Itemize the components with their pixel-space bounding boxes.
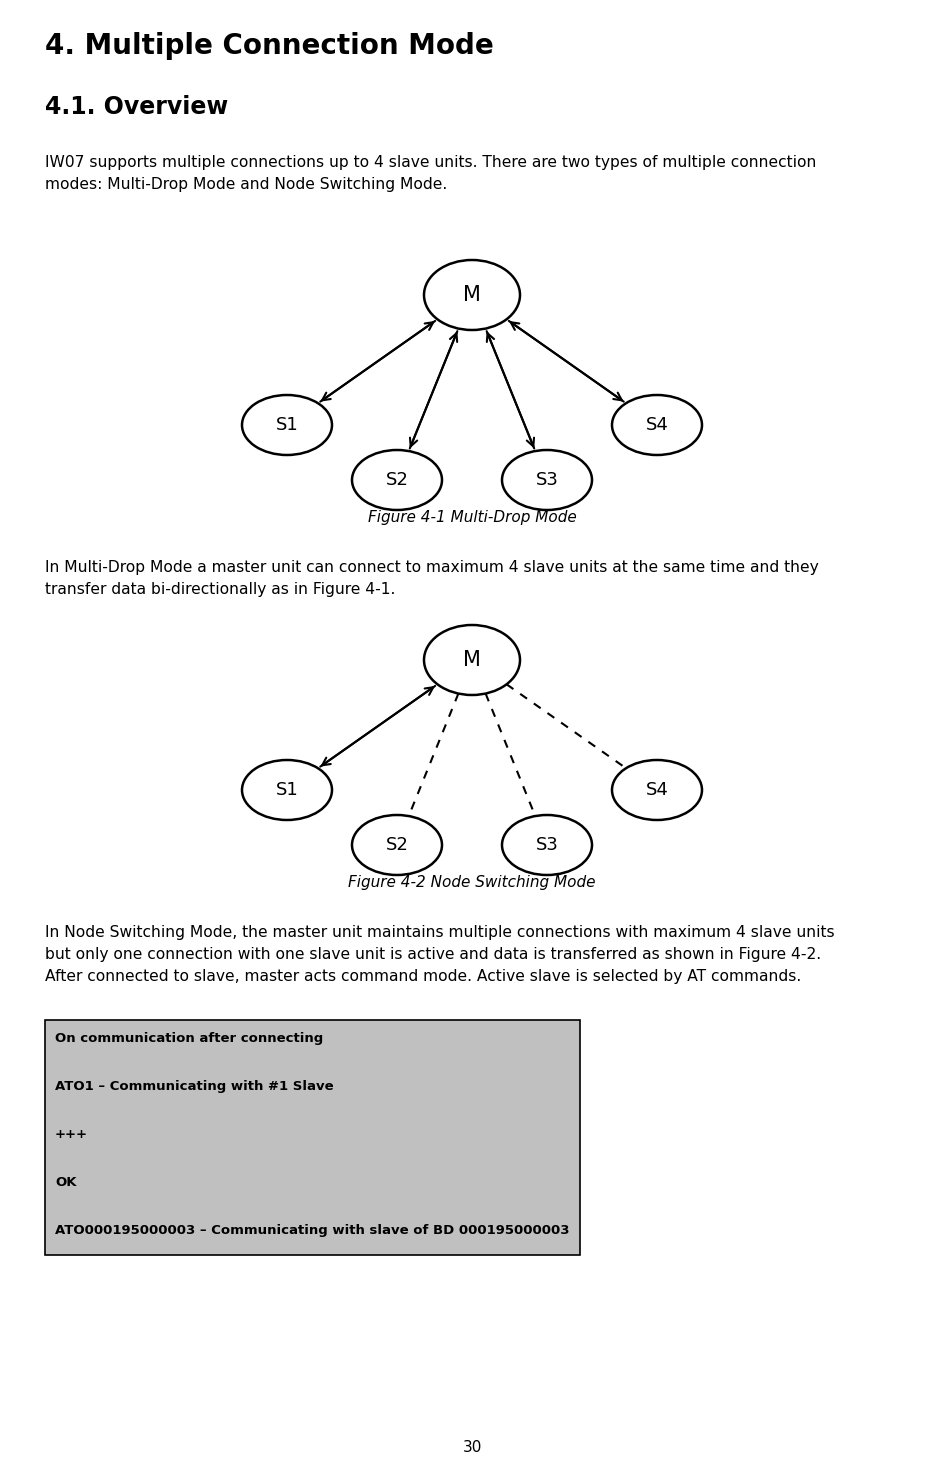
Text: S3: S3 <box>535 836 558 854</box>
Ellipse shape <box>242 760 331 820</box>
Text: In Node Switching Mode, the master unit maintains multiple connections with maxi: In Node Switching Mode, the master unit … <box>45 925 834 940</box>
Text: M: M <box>463 650 480 671</box>
Text: S1: S1 <box>276 416 298 433</box>
Text: IW07 supports multiple connections up to 4 slave units. There are two types of m: IW07 supports multiple connections up to… <box>45 155 816 170</box>
Text: but only one connection with one slave unit is active and data is transferred as: but only one connection with one slave u… <box>45 947 820 962</box>
Text: +++: +++ <box>55 1127 88 1140</box>
Text: ATO1 – Communicating with #1 Slave: ATO1 – Communicating with #1 Slave <box>55 1080 333 1094</box>
Text: OK: OK <box>55 1176 76 1189</box>
Text: After connected to slave, master acts command mode. Active slave is selected by : After connected to slave, master acts co… <box>45 969 801 984</box>
Text: On communication after connecting: On communication after connecting <box>55 1032 323 1045</box>
Ellipse shape <box>351 449 442 509</box>
Text: S2: S2 <box>385 836 408 854</box>
Text: S4: S4 <box>645 780 667 799</box>
Ellipse shape <box>351 815 442 875</box>
Ellipse shape <box>424 261 519 329</box>
Text: 4. Multiple Connection Mode: 4. Multiple Connection Mode <box>45 32 493 60</box>
Text: 4.1. Overview: 4.1. Overview <box>45 95 228 119</box>
Text: Figure 4-2 Node Switching Mode: Figure 4-2 Node Switching Mode <box>348 875 595 890</box>
Text: Figure 4-1 Multi-Drop Mode: Figure 4-1 Multi-Drop Mode <box>367 509 576 526</box>
Text: M: M <box>463 285 480 305</box>
Text: S2: S2 <box>385 471 408 489</box>
Text: transfer data bi-directionally as in Figure 4-1.: transfer data bi-directionally as in Fig… <box>45 583 395 597</box>
Text: 30: 30 <box>462 1441 481 1455</box>
Ellipse shape <box>612 760 701 820</box>
Text: modes: Multi-Drop Mode and Node Switching Mode.: modes: Multi-Drop Mode and Node Switchin… <box>45 177 447 192</box>
Text: S1: S1 <box>276 780 298 799</box>
Ellipse shape <box>424 625 519 695</box>
Text: In Multi-Drop Mode a master unit can connect to maximum 4 slave units at the sam: In Multi-Drop Mode a master unit can con… <box>45 561 818 575</box>
Text: ATO000195000003 – Communicating with slave of BD 000195000003: ATO000195000003 – Communicating with sla… <box>55 1224 569 1237</box>
Text: S3: S3 <box>535 471 558 489</box>
Ellipse shape <box>612 395 701 455</box>
Ellipse shape <box>501 815 591 875</box>
Ellipse shape <box>242 395 331 455</box>
Bar <box>45 1020 580 1255</box>
Text: S4: S4 <box>645 416 667 433</box>
Ellipse shape <box>501 449 591 509</box>
